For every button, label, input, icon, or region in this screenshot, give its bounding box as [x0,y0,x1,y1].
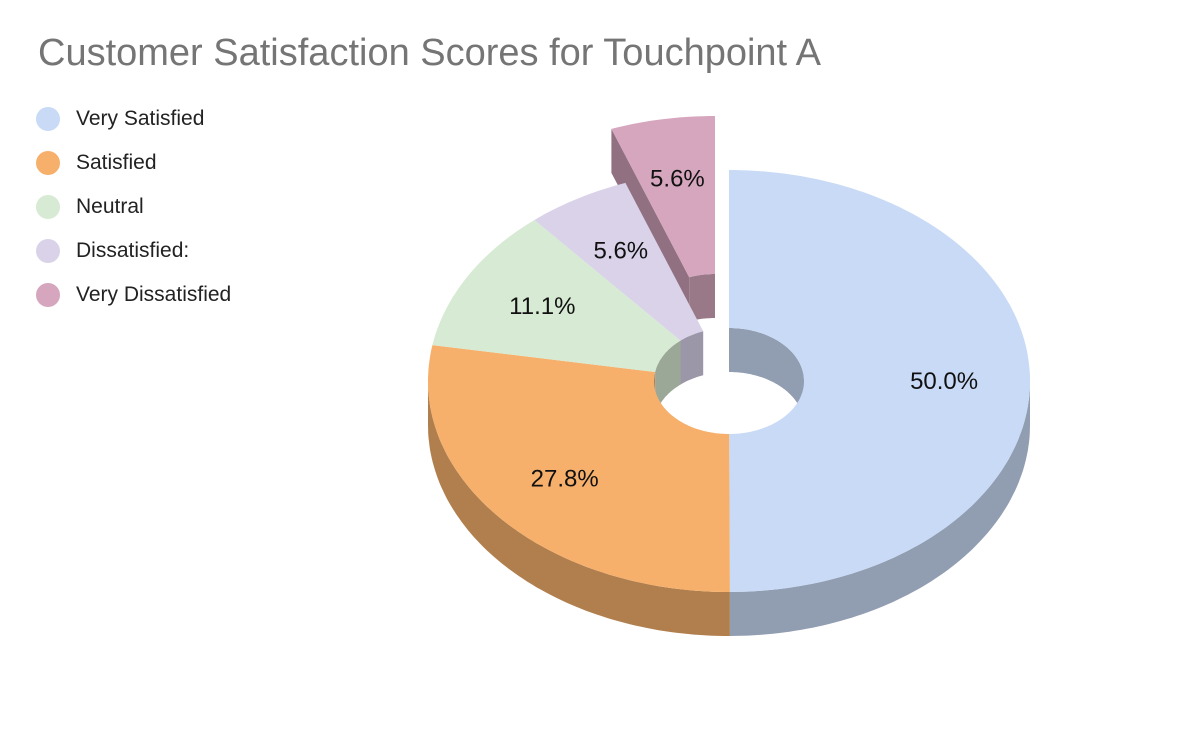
legend-item-satisfied[interactable]: Satisfied [36,141,231,185]
legend-item-dissatisfied[interactable]: Dissatisfied: [36,229,231,273]
legend-item-neutral[interactable]: Neutral [36,185,231,229]
legend-swatch [36,107,60,131]
slice-data-label: 50.0% [910,368,978,395]
slice-data-label: 27.8% [531,465,599,492]
chart-title: Customer Satisfaction Scores for Touchpo… [38,32,821,74]
legend-label: Very Dissatisfied [76,283,232,306]
slice-outer-wall[interactable] [428,381,730,636]
legend-swatch [36,283,60,307]
legend-label: Dissatisfied: [76,239,190,262]
legend: Very Satisfied Satisfied Neutral Dissati… [36,97,231,317]
slice-data-label: 11.1% [509,293,575,320]
slice-data-label: 5.6% [593,238,648,265]
slice-data-label: 5.6% [650,165,705,192]
slice-top[interactable] [432,220,681,372]
legend-item-very-dissatisfied[interactable]: Very Dissatisfied [36,273,231,317]
slice-inner-wall[interactable] [680,331,704,385]
slice-top[interactable] [729,170,1030,592]
slice-top[interactable] [611,116,715,278]
legend-label: Very Satisfied [76,107,205,130]
legend-item-very-satisfied[interactable]: Very Satisfied [36,97,231,141]
slice-outer-wall[interactable] [729,381,1030,636]
slice-top[interactable] [534,182,704,341]
slice-inner-wall[interactable] [729,328,804,425]
slice-inner-wall[interactable] [655,340,681,416]
legend-label: Satisfied [76,151,157,174]
legend-swatch [36,239,60,263]
legend-swatch [36,195,60,219]
legend-swatch [36,151,60,175]
legend-label: Neutral [76,195,144,218]
slice-inner-wall[interactable] [689,274,715,322]
slice-top[interactable] [428,345,730,592]
